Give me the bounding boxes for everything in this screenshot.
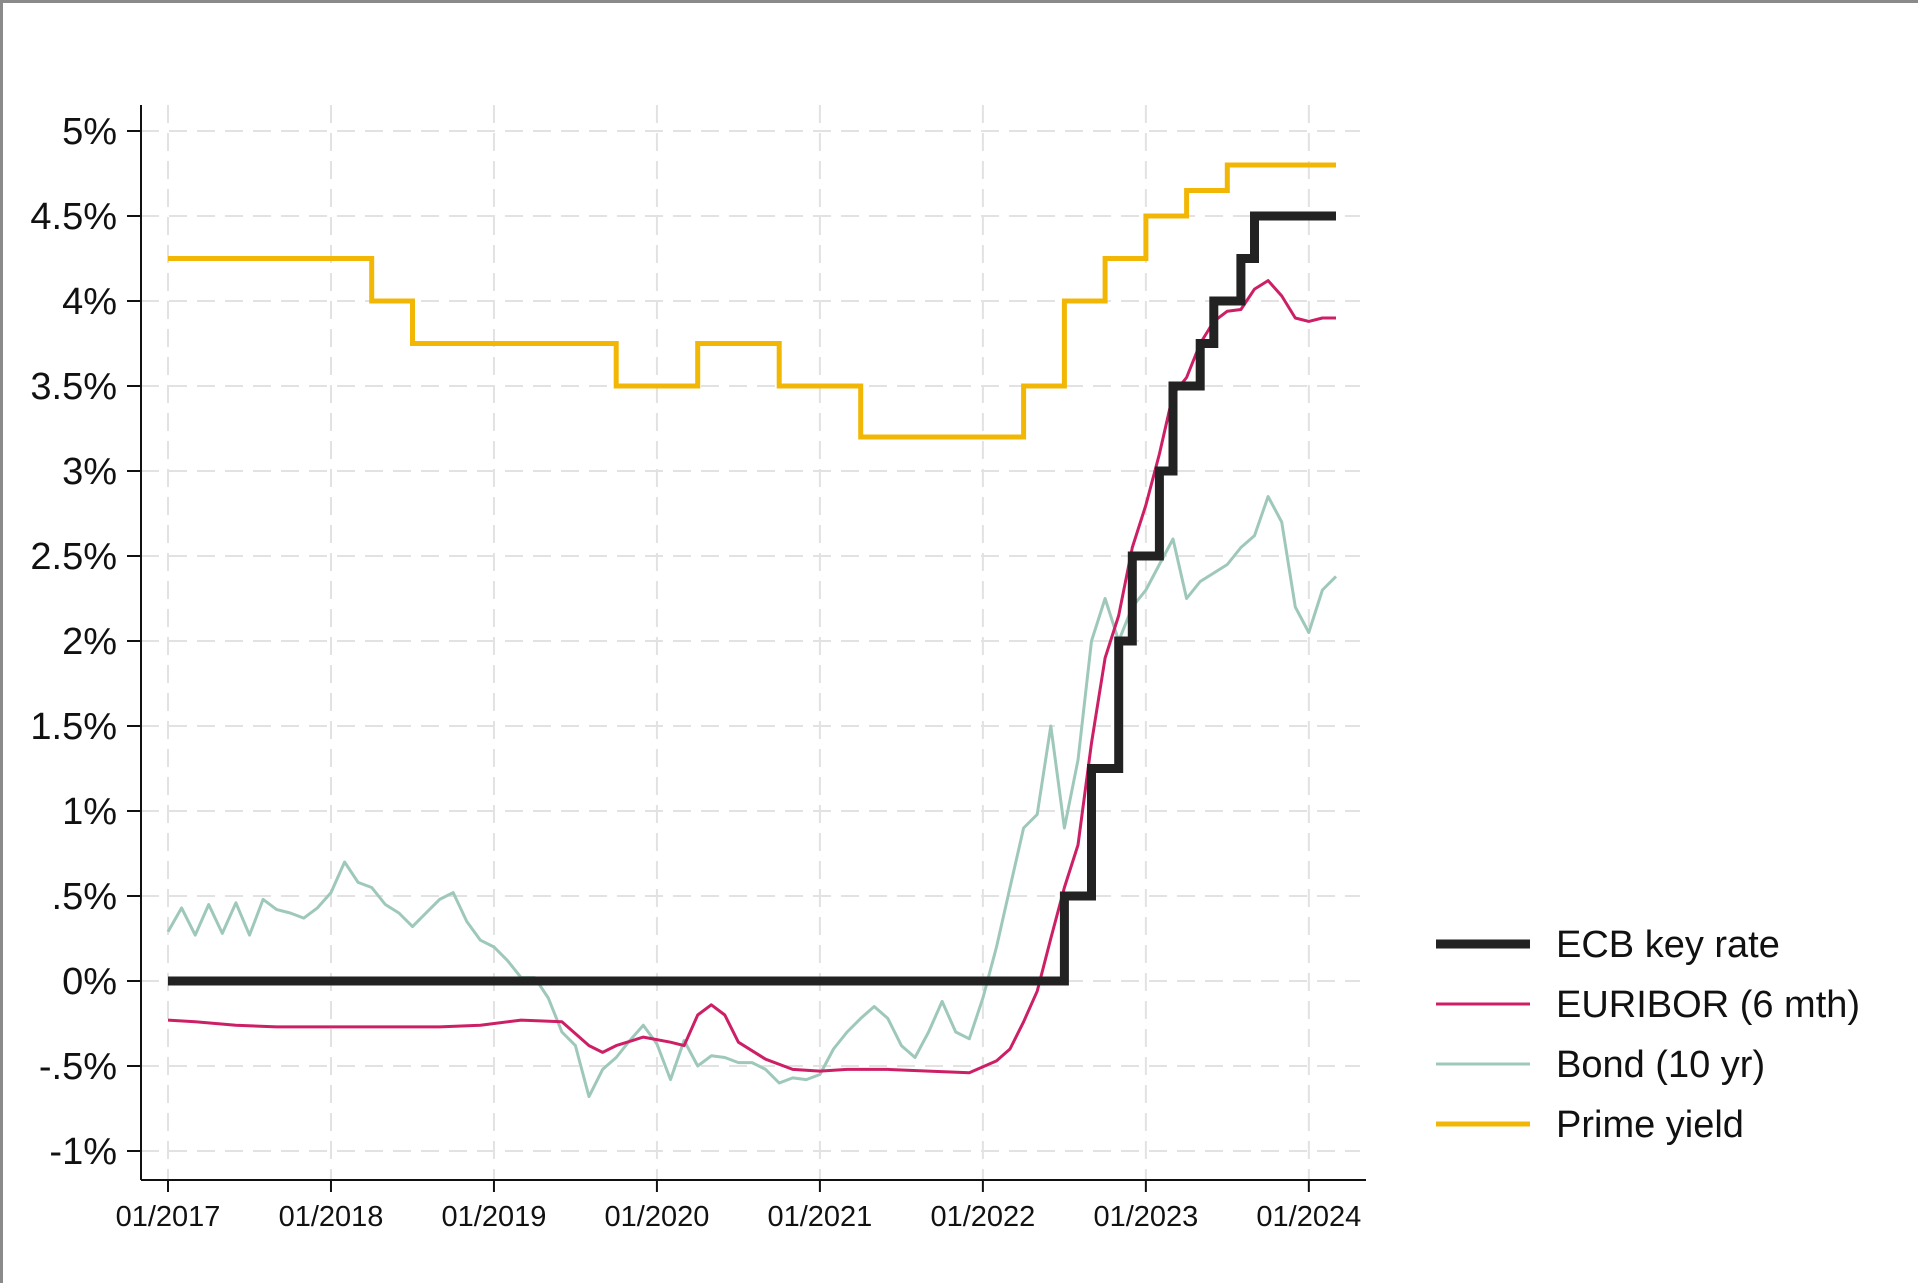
y-tick-label: -1% [49, 1131, 117, 1173]
y-tick-label: 1.5% [30, 706, 117, 748]
y-tick-label: 3% [62, 451, 117, 493]
y-tick-label: -.5% [39, 1046, 117, 1088]
legend: ECB key rate EURIBOR (6 mth) Bond (10 yr) P… [1436, 924, 1860, 1146]
y-tick-label: 2% [62, 621, 117, 663]
y-tick-label: 1% [62, 791, 117, 833]
x-tick-label: 01/2018 [279, 1201, 384, 1233]
gridlines [141, 105, 1360, 1180]
series-line-3 [168, 162, 1336, 440]
x-tick-label: 01/2022 [930, 1201, 1035, 1233]
series-line-1 [167, 279, 1336, 1075]
x-tick-label: 01/2023 [1093, 1201, 1198, 1233]
y-tick-label: 4% [62, 281, 117, 323]
legend-label: Bond (10 yr) [1556, 1044, 1765, 1086]
x-tick-label: 01/2020 [605, 1201, 710, 1233]
series-lines [166, 162, 1338, 1099]
axes [140, 105, 1366, 1181]
y-tick-label: 5% [62, 111, 117, 153]
y-tick-label: 4.5% [30, 196, 117, 238]
x-tick-label: 01/2017 [116, 1201, 221, 1233]
legend-label: Prime yield [1556, 1104, 1744, 1146]
series-line-2 [166, 495, 1338, 1099]
legend-label: EURIBOR (6 mth) [1556, 984, 1860, 1026]
x-tick-label: 01/2021 [767, 1201, 872, 1233]
x-tick-label: 01/2019 [442, 1201, 547, 1233]
y-tick-label: 3.5% [30, 366, 117, 408]
x-tick-label: 01/2024 [1256, 1201, 1361, 1233]
x-axis-ticks: 01/2017 01/2018 01/2019 01/2020 01/2021 01/20… [116, 1180, 1361, 1233]
legend-label: ECB key rate [1556, 924, 1780, 966]
y-tick-label: 2.5% [30, 536, 117, 578]
y-axis-ticks: 5% 4.5% 4% 3.5% 3% 2.5% 2% 1.5% 1% .5% 0% -.5% -1% [30, 111, 141, 1173]
y-tick-label: .5% [52, 876, 117, 918]
y-tick-label: 0% [62, 961, 117, 1003]
series-line-0 [168, 211, 1336, 986]
